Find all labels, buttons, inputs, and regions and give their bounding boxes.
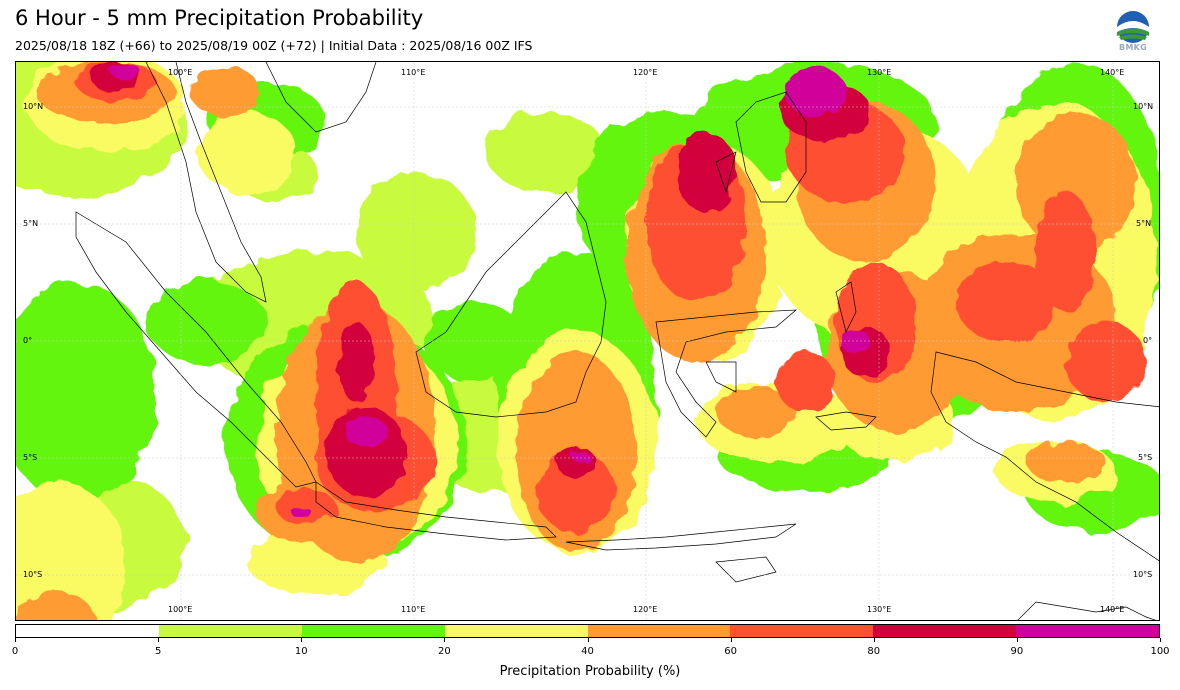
colorbar-segment bbox=[158, 625, 302, 637]
colorbar-tick-mark bbox=[587, 638, 589, 642]
bottom-lon-label: 140°E bbox=[1100, 605, 1125, 614]
colorbar-tick-label: 0 bbox=[11, 646, 19, 657]
coastlines bbox=[75, 62, 1159, 620]
colorbar-tick-mark bbox=[873, 638, 875, 642]
colorbar-tick-mark bbox=[1016, 638, 1018, 642]
colorbar-tick-label: 60 bbox=[724, 646, 737, 657]
bottom-lon-label: 130°E bbox=[867, 605, 892, 614]
colorbar-tick-label: 5 bbox=[154, 646, 162, 657]
sumatra-coast bbox=[75, 211, 317, 488]
nusa-tenggara-coast bbox=[565, 523, 797, 583]
colorbar-segment bbox=[587, 625, 731, 637]
colorbar-segment bbox=[873, 625, 1017, 637]
colorbar-tick-label: 90 bbox=[1010, 646, 1024, 657]
map-canvas bbox=[16, 62, 1159, 620]
bmkg-logo-icon: BMKG bbox=[1114, 10, 1152, 56]
java-coast bbox=[315, 481, 557, 541]
colorbar-tick-label: 20 bbox=[438, 646, 451, 657]
right-lat-label: 10°S bbox=[1133, 570, 1153, 579]
bottom-lon-label: 100°E bbox=[168, 605, 193, 614]
left-lat-label: 0° bbox=[23, 336, 33, 345]
chart-title: 6 Hour - 5 mm Precipitation Probability bbox=[15, 6, 424, 30]
colorbar-tick-label: 40 bbox=[581, 646, 594, 657]
top-lon-label: 130°E bbox=[867, 68, 892, 77]
graticule bbox=[16, 62, 1159, 620]
colorbar-tick-mark bbox=[1160, 638, 1161, 642]
right-lat-label: 0° bbox=[1143, 336, 1153, 345]
right-lat-label: 10°N bbox=[1133, 102, 1154, 111]
left-lat-label: 5°N bbox=[23, 219, 39, 228]
colorbar-tick-label: 100 bbox=[1150, 646, 1170, 657]
colorbar-tick-mark bbox=[444, 638, 446, 642]
colorbar-tick-mark bbox=[301, 638, 303, 642]
top-lon-label: 100°E bbox=[168, 68, 193, 77]
top-lon-label: 120°E bbox=[633, 68, 658, 77]
right-lat-label: 5°N bbox=[1136, 219, 1152, 228]
new-guinea-coast bbox=[930, 351, 1159, 562]
halmahera-coast bbox=[835, 281, 857, 334]
malay-peninsula-coast bbox=[145, 62, 267, 303]
colorbar-tick-mark bbox=[15, 638, 16, 642]
colorbar-segment bbox=[730, 625, 874, 637]
logo-text: BMKG bbox=[1118, 43, 1148, 52]
colorbar-tick-label: 10 bbox=[294, 646, 308, 657]
top-lon-label: 110°E bbox=[401, 68, 426, 77]
sulawesi-coast bbox=[655, 309, 798, 438]
colorbar-tick-label: 80 bbox=[867, 646, 881, 657]
precip-90-100-zone bbox=[111, 64, 871, 518]
colorbar-segment bbox=[444, 625, 588, 637]
precipitation-map: 100°E 110°E 120°E 130°E 140°E 100°E 110°… bbox=[15, 61, 1160, 621]
left-lat-label: 10°S bbox=[23, 570, 43, 579]
bottom-lon-label: 110°E bbox=[401, 605, 426, 614]
colorbar-segment bbox=[1016, 625, 1159, 637]
top-lon-label: 140°E bbox=[1100, 68, 1125, 77]
australia-coast bbox=[1017, 601, 1157, 620]
colorbar-segment bbox=[301, 625, 445, 637]
colorbar-tick-mark bbox=[158, 638, 160, 642]
bottom-lon-label: 120°E bbox=[633, 605, 658, 614]
colorbar-segment bbox=[16, 625, 159, 637]
colorbar-tick-mark bbox=[730, 638, 732, 642]
borneo-coast bbox=[415, 191, 607, 418]
left-lat-label: 5°S bbox=[23, 453, 38, 462]
left-lat-label: 10°N bbox=[23, 102, 44, 111]
colorbar-label: Precipitation Probability (%) bbox=[499, 664, 681, 679]
colorbar bbox=[15, 624, 1160, 638]
philippines-coast bbox=[715, 91, 807, 203]
indochina-coast bbox=[265, 62, 377, 133]
maluku-coast bbox=[815, 411, 877, 431]
chart-subtitle: 2025/08/18 18Z (+66) to 2025/08/19 00Z (… bbox=[15, 38, 533, 53]
right-lat-label: 5°S bbox=[1138, 453, 1153, 462]
